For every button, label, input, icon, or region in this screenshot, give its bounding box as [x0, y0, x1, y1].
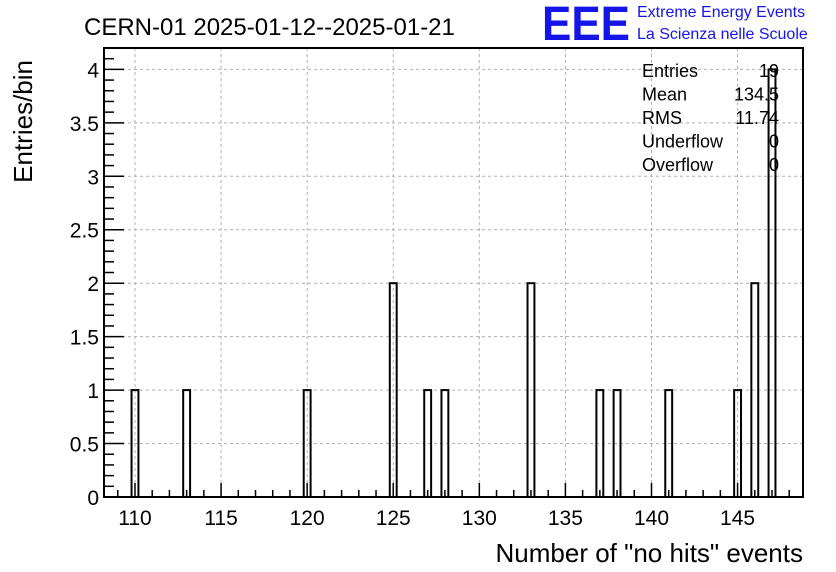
stats-label: Entries: [642, 61, 698, 81]
stats-value: 11.74: [735, 108, 779, 128]
x-tick-label: 145: [720, 507, 755, 530]
y-tick-label: 1.5: [70, 327, 99, 350]
x-axis-title: Number of "no hits" events: [496, 538, 804, 568]
y-tick-label: 2.5: [70, 220, 99, 243]
plot-frame: [103, 47, 804, 498]
x-tick-label: 110: [118, 507, 151, 530]
stats-value: 134.5: [734, 85, 779, 105]
stats-value: 19: [759, 61, 779, 81]
y-tick-label: 4: [87, 59, 99, 82]
y-tick-label: 3.5: [70, 113, 99, 136]
y-tick-label: 1: [87, 380, 99, 403]
y-tick-labels: 0 0.5 1 1.5 2 2.5 3 3.5 4: [70, 59, 100, 510]
x-tick-label: 120: [290, 507, 325, 530]
stats-value: 0: [769, 155, 779, 175]
y-tick-label: 0: [87, 487, 99, 510]
x-tick-label: 140: [634, 507, 669, 530]
stats-value: 0: [769, 132, 779, 152]
logo-line-2: La Scienza nelle Scuole: [637, 26, 808, 43]
x-tick-labels: 110 115 120 125 130 135 140 145: [118, 507, 755, 530]
y-axis-title: Entries/bin: [8, 60, 38, 183]
x-tick-label: 130: [462, 507, 497, 530]
x-tick-label: 115: [204, 507, 237, 530]
stats-label: Underflow: [642, 132, 724, 152]
x-tick-label: 125: [376, 507, 411, 530]
chart-title: CERN-01 2025-01-12--2025-01-21: [84, 14, 455, 41]
logo-text: EEE: [542, 0, 630, 51]
eee-logo: EEE Extreme Energy Events La Scienza nel…: [542, 0, 808, 51]
y-tick-label: 3: [87, 166, 99, 189]
y-tick-label: 0.5: [70, 434, 99, 457]
stats-label: RMS: [642, 108, 682, 128]
axis-ticks: [104, 47, 790, 498]
stats-label: Overflow: [642, 155, 714, 175]
stats-box: Entries 19 Mean 134.5 RMS 11.74 Underflow 0 Over…: [642, 61, 779, 175]
x-tick-label: 135: [548, 507, 583, 530]
y-tick-label: 2: [87, 273, 99, 296]
logo-line-1: Extreme Energy Events: [637, 4, 805, 21]
grid-lines: [104, 48, 803, 498]
stats-label: Mean: [642, 85, 687, 105]
